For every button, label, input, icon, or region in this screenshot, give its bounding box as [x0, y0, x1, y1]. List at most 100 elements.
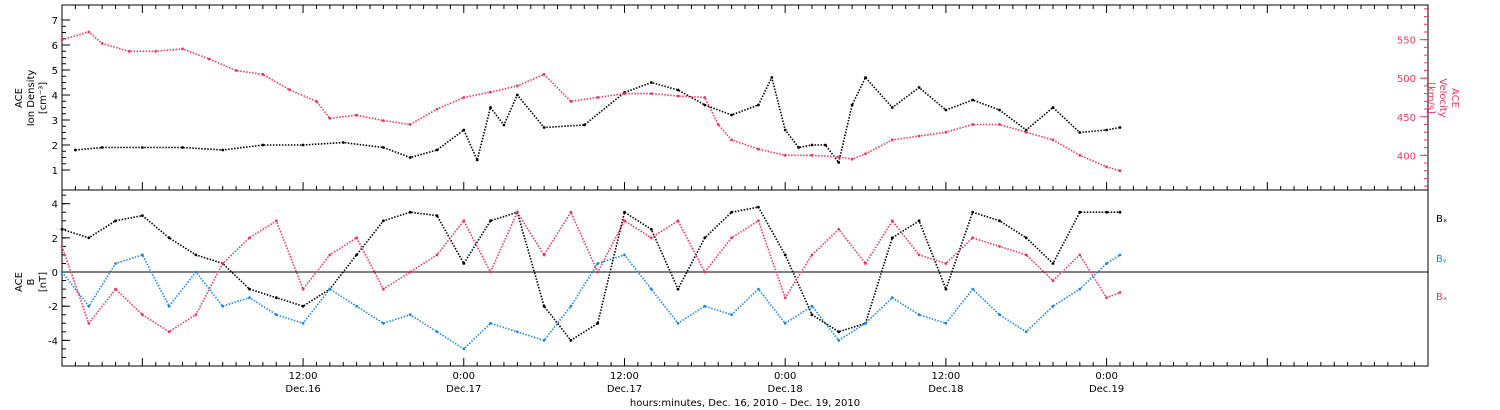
- velocity-tick-label: 550: [1397, 36, 1416, 47]
- by-point: [596, 262, 600, 265]
- velocity-point: [435, 107, 439, 111]
- bx-point: [141, 214, 144, 218]
- velocity-point: [864, 152, 867, 156]
- b-axis-label-line2: B: [26, 278, 37, 285]
- bz-point: [462, 219, 466, 223]
- density-tick-label: 2: [52, 141, 58, 152]
- bz-point: [998, 245, 1001, 248]
- velocity-point: [810, 153, 814, 157]
- velocity-point: [234, 69, 238, 72]
- bz-point: [489, 270, 492, 274]
- by-point: [114, 262, 117, 265]
- bx-point: [301, 304, 305, 308]
- bz-point: [515, 210, 519, 214]
- bz-point: [167, 330, 171, 334]
- bx-point: [917, 219, 921, 223]
- velocity-axis-label-line2: Velocity: [1437, 78, 1448, 117]
- x-axis-label: hours:minutes, Dec. 16, 2010 – Dec. 19, …: [630, 398, 860, 409]
- velocity-tick-label: 450: [1397, 113, 1416, 124]
- bz-point: [837, 227, 841, 231]
- bz-point: [676, 219, 680, 223]
- by-point: [757, 287, 760, 291]
- velocity-point: [382, 119, 385, 122]
- density-point: [1118, 126, 1122, 129]
- bx-point: [783, 253, 787, 257]
- density-point: [100, 146, 104, 149]
- bz-point: [649, 236, 653, 240]
- density-point: [971, 98, 975, 102]
- legend-bx: Bₓ: [1436, 214, 1447, 225]
- time-axis: 12:00 Dec.16 0:00 Dec.17 12:00 Dec.17 0:00 Dec.…: [61, 5, 1429, 395]
- bz-point: [783, 296, 787, 300]
- date-tick-label: Dec.17: [607, 384, 642, 395]
- bz-point: [730, 236, 733, 240]
- b-axis-label-line1: ACE: [14, 272, 25, 292]
- bx-point: [998, 219, 1001, 223]
- velocity-point: [730, 138, 733, 142]
- time-tick-label: 0:00: [453, 371, 475, 382]
- date-tick-label: Dec.19: [1089, 384, 1124, 395]
- density-point: [757, 103, 760, 107]
- bz-point: [248, 236, 251, 240]
- bz-point: [274, 219, 278, 223]
- density-point: [462, 128, 466, 132]
- density-point: [489, 106, 492, 109]
- density-tick-label: 5: [52, 66, 58, 77]
- density-series-line: [75, 76, 1121, 164]
- velocity-point: [315, 100, 318, 103]
- density-point: [1078, 131, 1082, 134]
- velocity-axis-label-line3: [km/s]: [1425, 82, 1436, 114]
- by-point: [274, 313, 278, 317]
- by-point: [328, 287, 332, 291]
- velocity-point: [542, 73, 546, 76]
- by-point: [301, 321, 305, 325]
- bx-point: [676, 287, 680, 291]
- b-tick-label: 2: [52, 234, 58, 245]
- density-point: [542, 126, 546, 129]
- bz-point: [569, 210, 573, 214]
- density-point: [341, 141, 345, 144]
- by-point: [408, 313, 412, 317]
- b-tick-label: 4: [52, 200, 58, 211]
- by-point: [87, 304, 91, 308]
- date-tick-label: Dec.18: [928, 384, 963, 395]
- velocity-point: [649, 92, 653, 95]
- bz-point: [435, 253, 439, 257]
- velocity-axis-label-line1: ACE: [1449, 88, 1460, 108]
- bz-point: [596, 270, 600, 274]
- bz-point: [60, 245, 64, 248]
- density-point: [261, 143, 265, 147]
- b-field-axis: -4 -2 0 2 4: [48, 194, 70, 358]
- velocity-point: [154, 49, 158, 53]
- bx-point: [757, 205, 760, 209]
- density-axis: 1 2 3 4 5 6 7: [52, 16, 70, 177]
- bz-point: [623, 219, 626, 223]
- density-point: [502, 123, 506, 127]
- velocity-axis: 400 450 500 550: [1397, 8, 1428, 187]
- velocity-point: [489, 90, 492, 94]
- bx-point: [1118, 210, 1122, 214]
- velocity-point: [408, 123, 412, 126]
- density-tick-label: 1: [52, 166, 58, 177]
- bx-point: [1078, 210, 1082, 214]
- by-point: [864, 321, 867, 325]
- velocity-point: [757, 147, 760, 151]
- by-point: [542, 339, 546, 342]
- legend-bz: Bₔ: [1436, 292, 1447, 303]
- density-point: [837, 161, 841, 164]
- legend-by: Bᵧ: [1436, 254, 1447, 265]
- density-point: [301, 143, 305, 147]
- by-point: [1051, 304, 1055, 308]
- bx-point: [1051, 262, 1055, 265]
- density-axis-label-line2: Ion Density: [26, 70, 37, 127]
- density-point: [1051, 106, 1055, 109]
- density-point: [783, 128, 787, 132]
- bz-point: [703, 270, 707, 274]
- density-point: [703, 103, 707, 107]
- density-point: [74, 148, 77, 152]
- bx-point: [944, 287, 948, 291]
- bx-point: [114, 219, 117, 223]
- density-point: [141, 146, 144, 149]
- velocity-point: [87, 30, 91, 34]
